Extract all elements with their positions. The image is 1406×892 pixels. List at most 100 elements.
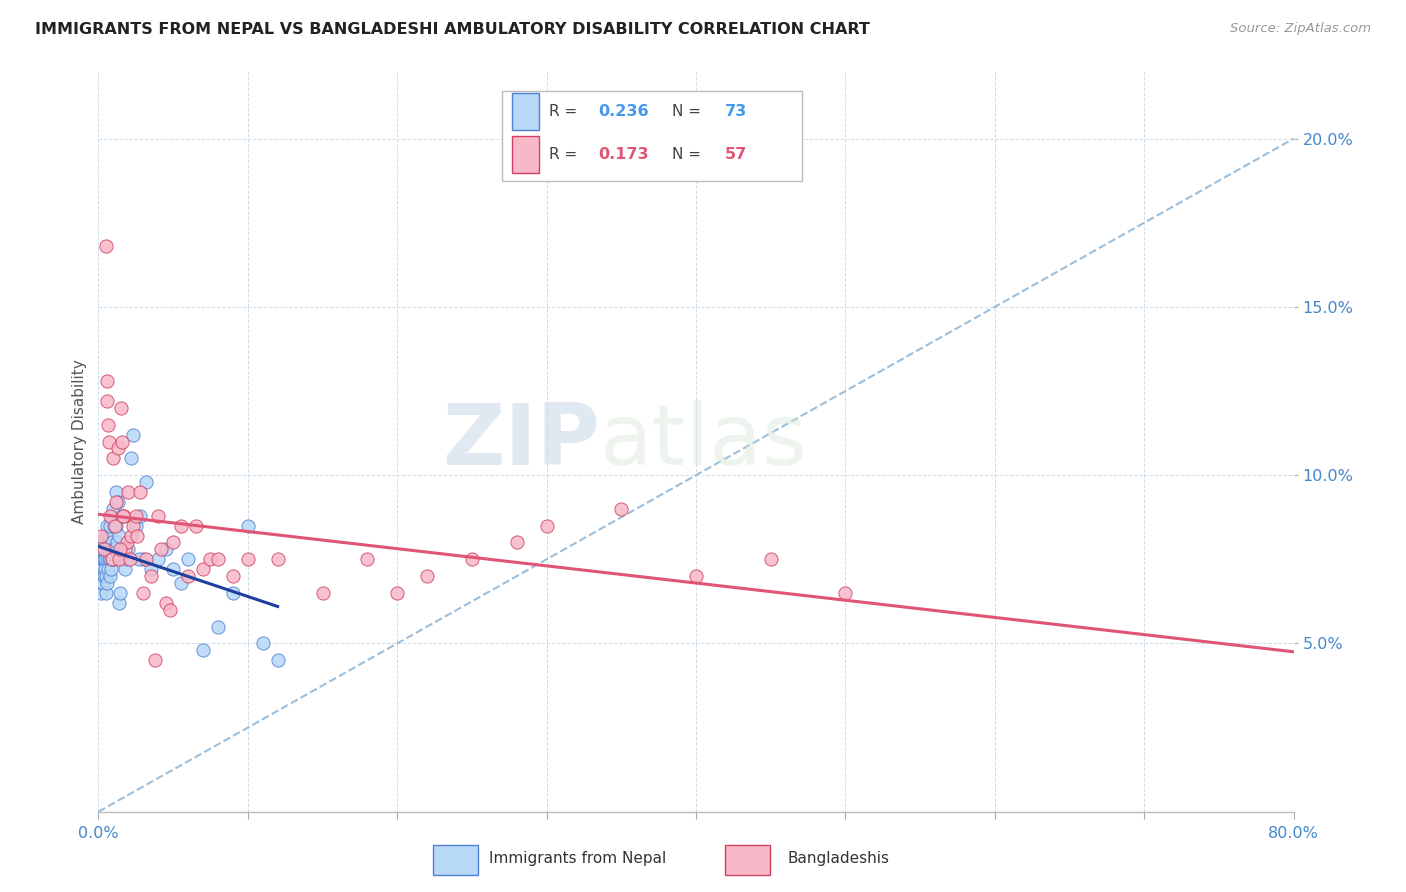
Point xyxy=(685,569,707,583)
Point xyxy=(114,542,136,557)
Point xyxy=(97,417,120,432)
Point xyxy=(117,485,139,500)
Point xyxy=(90,529,112,543)
Point xyxy=(120,529,142,543)
Point xyxy=(93,542,115,557)
Point xyxy=(169,518,191,533)
Point xyxy=(143,653,166,667)
Point xyxy=(94,562,117,576)
Text: Bangladeshis: Bangladeshis xyxy=(787,851,890,866)
Point xyxy=(200,552,222,566)
Point xyxy=(162,562,184,576)
Text: Source: ZipAtlas.com: Source: ZipAtlas.com xyxy=(1230,22,1371,36)
Text: N =: N = xyxy=(672,104,702,120)
Point xyxy=(103,501,125,516)
Point xyxy=(91,569,114,583)
Text: 73: 73 xyxy=(725,104,747,120)
Point xyxy=(834,586,856,600)
Point xyxy=(169,575,191,590)
FancyBboxPatch shape xyxy=(512,93,540,130)
Point xyxy=(177,569,200,583)
Point xyxy=(105,535,128,549)
Point xyxy=(97,535,120,549)
Point xyxy=(103,451,125,466)
Point xyxy=(416,569,439,583)
Point xyxy=(207,552,229,566)
Text: R =: R = xyxy=(548,104,576,120)
Point xyxy=(385,586,409,600)
Point xyxy=(91,575,114,590)
Point xyxy=(94,239,117,253)
Point xyxy=(98,518,122,533)
Point xyxy=(110,552,132,566)
Point xyxy=(610,501,633,516)
Point xyxy=(97,552,120,566)
Point xyxy=(267,552,290,566)
Point xyxy=(222,586,245,600)
Point xyxy=(311,586,333,600)
Point xyxy=(103,518,125,533)
Point xyxy=(108,529,131,543)
Point xyxy=(252,636,274,650)
Point xyxy=(111,508,134,523)
Point xyxy=(90,586,112,600)
Point xyxy=(107,442,129,456)
Point xyxy=(98,529,121,543)
Point xyxy=(90,542,112,557)
Point xyxy=(96,569,118,583)
Point xyxy=(222,569,245,583)
Point xyxy=(110,401,132,415)
Point xyxy=(120,451,142,466)
Point xyxy=(128,552,150,566)
Point xyxy=(155,596,177,610)
Point xyxy=(129,485,152,500)
Point xyxy=(91,552,114,566)
Point xyxy=(135,552,157,566)
Point xyxy=(97,562,120,576)
Point xyxy=(101,542,124,557)
Point xyxy=(97,542,120,557)
Point xyxy=(135,475,157,489)
Point xyxy=(118,552,141,566)
Point xyxy=(93,552,115,566)
Point xyxy=(101,535,124,549)
Text: 57: 57 xyxy=(725,147,747,162)
Point xyxy=(107,596,129,610)
Text: ZIP: ZIP xyxy=(443,400,600,483)
Text: IMMIGRANTS FROM NEPAL VS BANGLADESHI AMBULATORY DISABILITY CORRELATION CHART: IMMIGRANTS FROM NEPAL VS BANGLADESHI AMB… xyxy=(35,22,870,37)
Point xyxy=(506,535,529,549)
Y-axis label: Ambulatory Disability: Ambulatory Disability xyxy=(72,359,87,524)
Point xyxy=(100,542,122,557)
Point xyxy=(127,529,149,543)
Point xyxy=(112,542,135,557)
Point xyxy=(461,552,484,566)
Point xyxy=(356,552,378,566)
Point xyxy=(98,569,121,583)
Point xyxy=(96,518,118,533)
Point xyxy=(132,586,155,600)
Point xyxy=(89,552,111,566)
Point xyxy=(104,485,127,500)
Point xyxy=(101,552,124,566)
Point xyxy=(115,535,138,549)
Text: N =: N = xyxy=(672,147,702,162)
Point xyxy=(184,518,207,533)
Text: R =: R = xyxy=(548,147,576,162)
Point xyxy=(191,562,214,576)
Point xyxy=(114,562,136,576)
Point xyxy=(177,552,200,566)
Point xyxy=(89,562,111,576)
Point xyxy=(759,552,782,566)
Point xyxy=(112,508,135,523)
Point xyxy=(536,518,558,533)
Point xyxy=(94,529,117,543)
Point xyxy=(97,434,120,449)
Point xyxy=(93,552,115,566)
Point xyxy=(90,569,112,583)
Point xyxy=(105,495,128,509)
Point xyxy=(115,552,138,566)
Text: Immigrants from Nepal: Immigrants from Nepal xyxy=(489,851,666,866)
Point xyxy=(94,586,117,600)
Point xyxy=(90,575,112,590)
Point xyxy=(132,552,155,566)
